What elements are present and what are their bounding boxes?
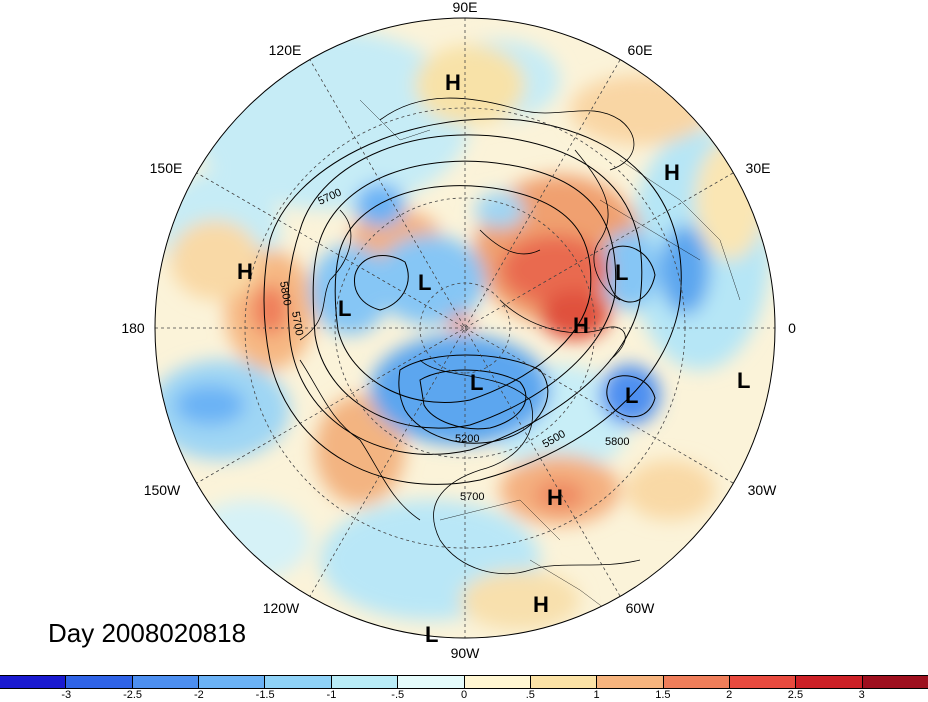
lon-label-180: 180 xyxy=(121,320,145,336)
colorbar-segment xyxy=(729,676,797,688)
colorbar-tick-label: -2 xyxy=(193,689,204,701)
colorbar xyxy=(0,675,928,689)
colorbar-segment xyxy=(398,676,465,688)
colorbar-segment xyxy=(265,676,332,688)
contour-label: 5800 xyxy=(277,280,293,306)
low-center-marker: L xyxy=(425,622,438,647)
colorbar-segment xyxy=(199,676,266,688)
anomaly-field xyxy=(155,18,775,638)
lon-label-60w: 60W xyxy=(626,600,656,616)
lon-label-150w: 150W xyxy=(144,482,181,498)
low-center-marker: L xyxy=(615,260,628,285)
colorbar-tick-label: -3 xyxy=(61,689,72,701)
low-center-marker: L xyxy=(338,296,351,321)
lon-label-90e: 90E xyxy=(453,0,478,15)
lon-label-60e: 60E xyxy=(628,42,653,58)
colorbar-segment xyxy=(0,676,67,688)
lon-label-120e: 120E xyxy=(269,42,302,58)
high-center-marker: H xyxy=(573,313,589,338)
contour-label: 5200 xyxy=(455,433,479,445)
colorbar-segment xyxy=(331,676,399,688)
graticule xyxy=(155,18,775,638)
lon-label-30e: 30E xyxy=(746,160,771,176)
lon-label-30w: 30W xyxy=(748,482,778,498)
contour-label: 5700 xyxy=(460,491,484,503)
lon-label-90w: 90W xyxy=(451,645,481,661)
colorbar-segment xyxy=(132,676,200,688)
high-center-marker: H xyxy=(664,160,680,185)
high-center-marker: H xyxy=(445,70,461,95)
map-title-date: Day 2008020818 xyxy=(48,618,247,648)
colorbar-tick-label: 1 xyxy=(593,689,600,701)
longitude-labels: 90E 60E 30E 0 30W 60W 90W 120W 150W 180 … xyxy=(121,0,796,661)
colorbar-segment xyxy=(464,676,531,688)
colorbar-segment xyxy=(796,676,863,688)
low-center-marker: L xyxy=(737,368,750,393)
low-center-marker: L xyxy=(418,270,431,295)
contour-label: 5700 xyxy=(289,310,305,336)
colorbar-segment xyxy=(530,676,598,688)
colorbar-tick-label: 0 xyxy=(460,689,468,701)
height-contours xyxy=(263,118,682,485)
colorbar-tick-label: -1.5 xyxy=(255,689,275,701)
lon-label-150e: 150E xyxy=(150,160,183,176)
pressure-centers: H H H L L L H L L L H H L xyxy=(237,70,750,647)
map-boundary xyxy=(154,17,776,639)
high-center-marker: H xyxy=(547,485,563,510)
lon-label-120w: 120W xyxy=(263,600,300,616)
colorbar-tick-labels: -3 -2.5 -2 -1.5 -1 -.5 0 .5 1 1.5 2 2.5 3 xyxy=(0,689,928,702)
high-center-marker: H xyxy=(533,592,549,617)
colorbar-tick-label: 2.5 xyxy=(787,689,804,701)
colorbar-tick-label: 2 xyxy=(726,689,733,701)
colorbar-segment xyxy=(862,676,928,688)
colorbar-segment xyxy=(66,676,133,688)
colorbar-tick-label: -1 xyxy=(326,689,337,701)
colorbar-segment xyxy=(663,676,730,688)
colorbar-tick-label: -2.5 xyxy=(123,689,143,701)
low-center-marker: L xyxy=(470,370,483,395)
contour-label: 5800 xyxy=(605,436,629,448)
colorbar-tick-label: 1.5 xyxy=(655,689,671,701)
colorbar-tick-label: -.5 xyxy=(391,689,405,701)
lon-label-0: 0 xyxy=(788,320,796,336)
high-center-marker: H xyxy=(237,259,253,284)
colorbar-segment xyxy=(597,676,664,688)
colorbar-tick-label: .5 xyxy=(525,689,535,701)
colorbar-tick-label: 3 xyxy=(858,689,865,701)
polar-stereographic-map: 90E 60E 30E 0 30W 60W 90W 120W 150W 180 … xyxy=(121,0,796,661)
low-center-marker: L xyxy=(625,383,638,408)
